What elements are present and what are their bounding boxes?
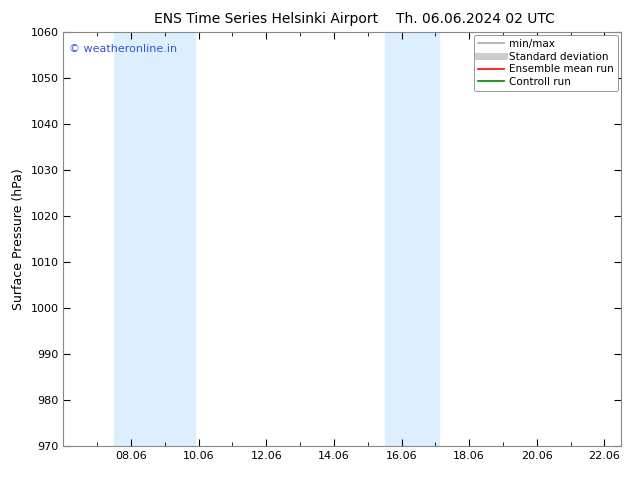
Legend: min/max, Standard deviation, Ensemble mean run, Controll run: min/max, Standard deviation, Ensemble me… <box>474 35 618 91</box>
Y-axis label: Surface Pressure (hPa): Surface Pressure (hPa) <box>12 168 25 310</box>
Text: ENS Time Series Helsinki Airport: ENS Time Series Helsinki Airport <box>154 12 378 26</box>
Bar <box>114 32 195 446</box>
Text: © weatheronline.in: © weatheronline.in <box>69 44 177 54</box>
Text: Th. 06.06.2024 02 UTC: Th. 06.06.2024 02 UTC <box>396 12 555 26</box>
Bar <box>385 32 439 446</box>
